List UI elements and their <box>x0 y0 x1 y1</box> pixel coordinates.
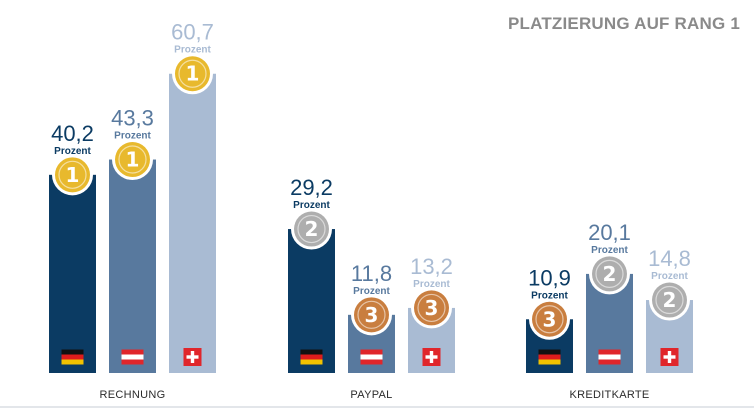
switzerland-flag-icon <box>183 348 202 366</box>
rank-1-medal-icon: 1 <box>172 53 213 95</box>
category-group: 310,9Prozent220,1Prozent214,8ProzentKRED… <box>526 220 693 401</box>
svg-text:3: 3 <box>365 303 379 327</box>
category-label: KREDITKARTE <box>569 389 649 401</box>
value-label: 20,1 <box>588 220 631 245</box>
svg-text:2: 2 <box>603 262 617 286</box>
rank-3-medal-icon: 3 <box>351 294 392 336</box>
value-label: 60,7 <box>171 20 214 45</box>
unit-label: Prozent <box>353 286 390 297</box>
bar-de <box>288 229 335 373</box>
category-label: RECHNUNG <box>100 389 166 401</box>
switzerland-flag-icon <box>422 348 441 366</box>
unit-label: Prozent <box>413 279 450 290</box>
svg-text:1: 1 <box>186 62 200 86</box>
unit-label: Prozent <box>531 290 568 301</box>
category-group: 229,2Prozent311,8Prozent313,2ProzentPAYP… <box>288 175 455 401</box>
unit-label: Prozent <box>54 146 91 157</box>
germany-flag-icon <box>538 349 561 365</box>
bar-ch <box>169 73 216 374</box>
unit-label: Prozent <box>114 131 151 142</box>
chart-title: PLATZIERUNG AUF RANG 1 <box>507 14 740 33</box>
bar-at <box>109 159 156 373</box>
bar-de <box>49 174 96 373</box>
austria-flag-icon <box>121 349 144 365</box>
germany-flag-icon <box>300 349 323 365</box>
austria-flag-icon <box>598 349 621 365</box>
rank-1-medal-icon: 1 <box>52 154 93 196</box>
svg-text:3: 3 <box>425 296 439 320</box>
value-label: 13,2 <box>410 254 453 279</box>
category-label: PAYPAL <box>350 389 392 401</box>
svg-text:3: 3 <box>543 307 557 331</box>
bottom-divider <box>0 406 754 408</box>
value-label: 40,2 <box>51 121 94 146</box>
value-label: 10,9 <box>528 265 571 290</box>
value-label: 29,2 <box>290 175 333 200</box>
austria-flag-icon <box>360 349 383 365</box>
unit-label: Prozent <box>591 245 628 256</box>
unit-label: Prozent <box>293 200 330 211</box>
germany-flag-icon <box>61 349 84 365</box>
value-label: 11,8 <box>351 261 392 286</box>
svg-text:2: 2 <box>305 217 319 241</box>
unit-label: Prozent <box>174 45 211 56</box>
unit-label: Prozent <box>651 271 688 282</box>
svg-text:1: 1 <box>66 163 80 187</box>
rank-2-medal-icon: 2 <box>589 253 630 295</box>
switzerland-flag-icon <box>660 348 679 366</box>
svg-text:1: 1 <box>126 148 140 172</box>
value-label: 43,3 <box>111 106 154 131</box>
svg-text:2: 2 <box>663 288 677 312</box>
rank-2-medal-icon: 2 <box>649 279 690 321</box>
rank-2-medal-icon: 2 <box>291 208 332 250</box>
rank-3-medal-icon: 3 <box>529 298 570 340</box>
rank-3-medal-icon: 3 <box>411 287 452 329</box>
rank-1-medal-icon: 1 <box>112 139 153 181</box>
value-label: 14,8 <box>648 246 691 271</box>
